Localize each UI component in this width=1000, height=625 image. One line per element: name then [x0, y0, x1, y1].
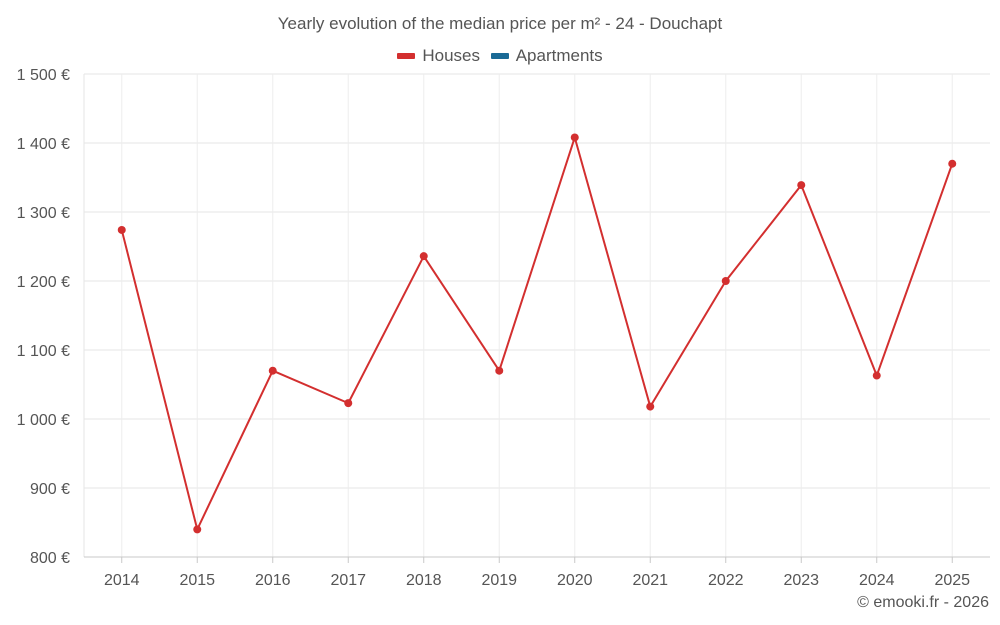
chart-title: Yearly evolution of the median price per…: [277, 14, 723, 33]
x-tick-label: 2017: [330, 572, 366, 589]
copyright-text: © emooki.fr - 2026: [857, 594, 989, 611]
y-tick-label: 1 000 €: [17, 412, 70, 429]
data-point-houses-2023: [797, 181, 806, 190]
legend-item-apartments[interactable]: Apartments: [490, 46, 603, 66]
x-tick-label: 2019: [481, 572, 517, 589]
legend-swatch-houses: [397, 53, 416, 59]
data-point-houses-2020: [570, 133, 579, 142]
y-tick-label: 1 400 €: [17, 136, 70, 153]
legend-label-houses: Houses: [422, 46, 480, 65]
x-tick-label: 2024: [859, 572, 895, 589]
y-tick-label: 1 500 €: [17, 67, 70, 84]
legend-swatch-apartments: [490, 53, 509, 59]
y-tick-label: 1 200 €: [17, 274, 70, 291]
legend-label-apartments: Apartments: [515, 46, 603, 65]
data-point-houses-2014: [117, 225, 126, 234]
x-tick-label: 2023: [783, 572, 819, 589]
x-tick-label: 2020: [557, 572, 593, 589]
data-point-houses-2019: [495, 366, 504, 375]
y-tick-label: 1 300 €: [17, 205, 70, 222]
data-point-houses-2015: [193, 525, 202, 534]
legend-item-houses[interactable]: Houses: [397, 46, 480, 66]
series-line-houses: [120, 136, 954, 531]
y-tick-label: 1 100 €: [17, 343, 70, 360]
data-point-houses-2025: [948, 159, 957, 168]
x-tick-label: 2021: [632, 572, 668, 589]
x-tick-label: 2025: [934, 572, 970, 589]
x-tick-label: 2015: [179, 572, 215, 589]
x-tick-label: 2014: [104, 572, 140, 589]
x-tick-label: 2022: [708, 572, 744, 589]
legend: Houses Apartments: [0, 44, 1000, 66]
y-tick-label: 800 €: [30, 550, 70, 567]
x-tick-label: 2018: [406, 572, 442, 589]
data-point-houses-2018: [419, 252, 428, 261]
data-point-houses-2021: [646, 402, 655, 411]
data-point-houses-2022: [721, 277, 730, 285]
data-point-houses-2024: [872, 371, 881, 380]
data-point-houses-2017: [344, 399, 353, 408]
data-point-houses-2016: [268, 366, 277, 375]
y-tick-label: 900 €: [30, 481, 70, 498]
x-tick-label: 2016: [255, 572, 291, 589]
